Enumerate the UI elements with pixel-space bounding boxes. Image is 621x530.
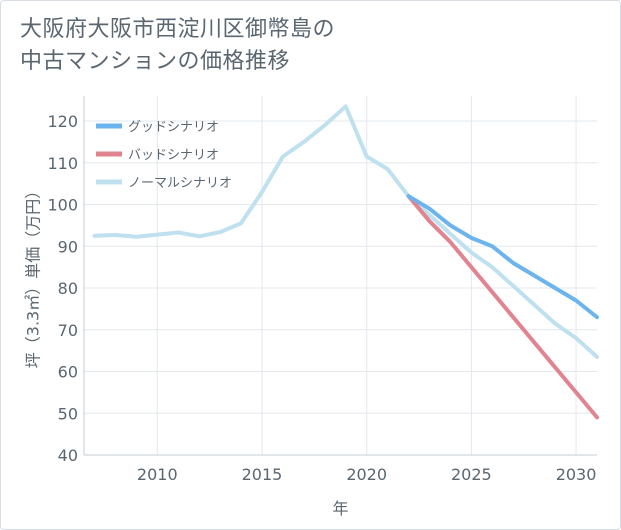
- x-tick-label: 2030: [556, 465, 597, 484]
- legend-label: バッドシナリオ: [128, 148, 219, 163]
- x-tick-label: 2015: [242, 465, 283, 484]
- y-tick-label: 120: [47, 112, 78, 131]
- series-line: [92, 104, 599, 359]
- y-axis-label: 坪（3.3㎡）単価（万円）: [24, 183, 43, 368]
- x-tick-labels: 2010 2015 2020 2025 2030: [137, 465, 596, 484]
- y-tick-label: 100: [47, 196, 78, 215]
- chart-title-line2: 中古マンションの価格推移: [20, 49, 291, 74]
- y-tick-label: 60: [58, 363, 78, 382]
- legend-label: グッドシナリオ: [128, 120, 219, 135]
- y-tick-labels: 40 50 60 70 80 90 100 110 120: [47, 112, 78, 465]
- chart-title-line1: 大阪府大阪市西淀川区御幣島の: [20, 17, 336, 42]
- y-tick-label: 70: [58, 321, 78, 340]
- series-lines: [92, 104, 599, 420]
- series-line: [406, 194, 599, 320]
- y-tick-label: 80: [58, 279, 78, 298]
- x-axis-label: 年: [332, 499, 348, 518]
- grid: [83, 96, 597, 456]
- y-tick-label: 50: [58, 404, 78, 423]
- legend-label: ノーマルシナリオ: [128, 176, 232, 191]
- x-tick-label: 2020: [346, 465, 387, 484]
- series-line: [406, 194, 599, 420]
- x-tick-label: 2010: [137, 465, 178, 484]
- y-tick-label: 110: [47, 154, 78, 173]
- y-tick-label: 40: [58, 446, 78, 465]
- x-tick-label: 2025: [451, 465, 492, 484]
- y-tick-label: 90: [58, 237, 78, 256]
- chart-title: 大阪府大阪市西淀川区御幣島の 中古マンションの価格推移: [20, 14, 335, 78]
